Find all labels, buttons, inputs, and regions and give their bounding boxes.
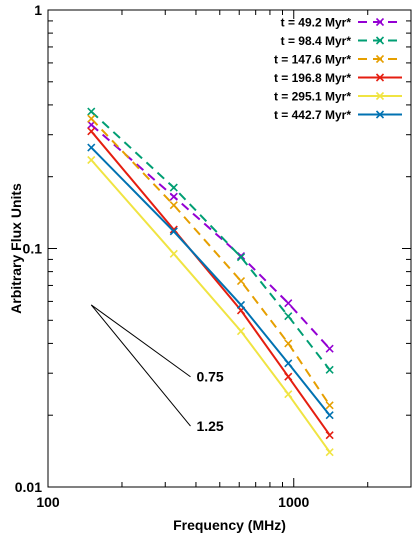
series-line [90,159,331,453]
legend-label: t = 442.7 Myr* [274,108,351,122]
data-point [325,401,334,410]
data-point [325,344,334,353]
data-point [169,225,178,234]
legend-entry: t = 295.1 Myr* [274,90,402,104]
x-tick-label: 1000 [278,494,309,510]
legend-entry: t = 196.8 Myr* [274,71,402,85]
slope-line [90,304,191,378]
legend-label: t = 196.8 Myr* [274,71,351,85]
data-point [169,227,178,236]
data-point [87,127,96,136]
data-point [87,155,96,165]
slope-label: 1.25 [196,418,223,434]
data-point [169,183,178,192]
y-tick-label: 0.01 [15,479,42,495]
slope-label: 0.75 [196,369,223,385]
legend-label: t = 98.4 Myr* [281,34,352,48]
plot-frame [47,9,412,488]
y-axis-title: Arbitrary Flux Units [8,183,24,314]
data-point [87,107,96,116]
legend-marker [375,36,385,45]
legend-marker [375,73,385,82]
series-3 [87,114,334,410]
series-line [90,110,331,371]
data-point [284,390,293,399]
series-1 [87,120,334,353]
data-point [284,339,293,348]
legend: t = 49.2 Myr* t = 98.4 Myr* t = 147.6 Myr*… [274,16,402,122]
slope-annotations: 0.75 1.25 [90,304,224,434]
data-point [325,431,334,440]
series-2 [87,107,334,374]
data-point [284,299,293,308]
data-point [325,448,334,457]
legend-marker [375,17,385,27]
legend-marker [375,110,385,119]
legend-entry: t = 98.4 Myr* [281,34,402,48]
data-point [87,143,96,152]
data-point [284,372,293,381]
series-line [90,124,331,350]
data-point [236,277,246,286]
series-line [90,118,331,406]
data-point [169,249,178,258]
data-point [87,114,96,123]
slope-annotation-1: 0.75 [90,304,224,385]
legend-label: t = 49.2 Myr* [281,16,352,30]
axis-ticks: 0.01 0.1 1 100 1000 [15,2,411,510]
data-point [169,192,178,201]
legend-label: t = 147.6 Myr* [274,53,351,67]
series-5 [87,155,334,457]
data-point [236,253,246,262]
y-tick-label: 0.1 [23,241,43,257]
series-6 [87,143,334,420]
data-point [284,359,293,368]
y-tick-label: 1 [34,2,42,18]
data-point [169,201,178,210]
legend-label: t = 295.1 Myr* [274,90,351,104]
series-lines [87,107,334,457]
data-point [236,300,246,309]
slope-annotation-2: 1.25 [90,304,224,434]
legend-entry: t = 147.6 Myr* [274,53,402,67]
slope-line [90,304,191,427]
series-4 [87,127,334,440]
x-tick-label: 100 [36,494,60,510]
x-axis-title: Frequency (MHz) [173,517,286,533]
series-line [90,130,331,436]
data-point [325,365,334,374]
data-point [325,411,334,420]
legend-entry: t = 49.2 Myr* [281,16,402,30]
data-point [236,327,246,336]
data-point [284,312,293,321]
legend-marker [375,91,385,101]
legend-marker [375,54,385,64]
legend-entry: t = 442.7 Myr* [274,108,402,122]
